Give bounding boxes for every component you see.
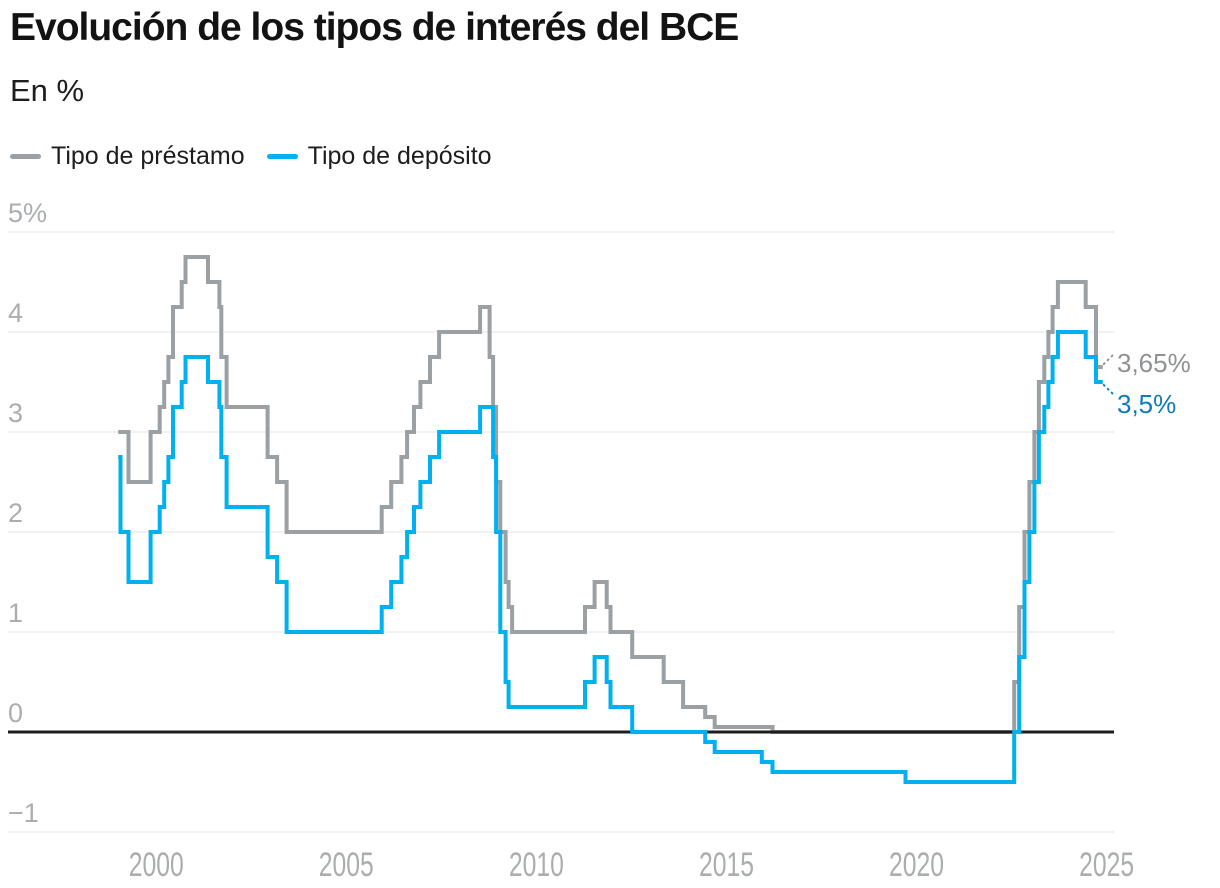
- x-tick-label: 2005: [319, 846, 374, 884]
- x-tick-label: 2020: [889, 846, 944, 884]
- x-tick-label: 2000: [129, 846, 184, 884]
- y-tick-label: 0: [8, 698, 23, 728]
- y-tick-label: 1: [8, 598, 23, 628]
- end-label-leader: [1102, 384, 1114, 395]
- series-path-prestamo: [118, 255, 1103, 734]
- x-tick-label: 2025: [1079, 846, 1134, 884]
- end-label-leader: [1102, 354, 1114, 365]
- legend-label-prestamo: Tipo de préstamo: [51, 142, 245, 170]
- x-tick-label: 2015: [699, 846, 754, 884]
- y-tick-label: −1: [8, 798, 39, 828]
- y-tick-label: 4: [8, 298, 23, 328]
- chart-subtitle: En %: [10, 73, 85, 108]
- series-path-deposito: [118, 330, 1103, 784]
- chart-title: Evolución de los tipos de interés del BC…: [10, 6, 739, 49]
- chart-legend: Tipo de préstamo Tipo de depósito: [10, 142, 492, 171]
- y-tick-label: 2: [8, 498, 23, 528]
- y-tick-label: 3: [8, 398, 23, 428]
- series-end-label: 3,65%: [1117, 348, 1191, 378]
- series-end-label: 3,5%: [1117, 389, 1176, 419]
- legend-item-prestamo: Tipo de préstamo: [10, 142, 245, 171]
- y-tick-label: 5%: [8, 198, 47, 228]
- legend-label-deposito: Tipo de depósito: [307, 142, 492, 170]
- x-tick-label: 2010: [509, 846, 564, 884]
- legend-dash-icon: [10, 154, 41, 159]
- legend-item-deposito: Tipo de depósito: [266, 142, 492, 171]
- legend-dash-icon: [266, 154, 298, 159]
